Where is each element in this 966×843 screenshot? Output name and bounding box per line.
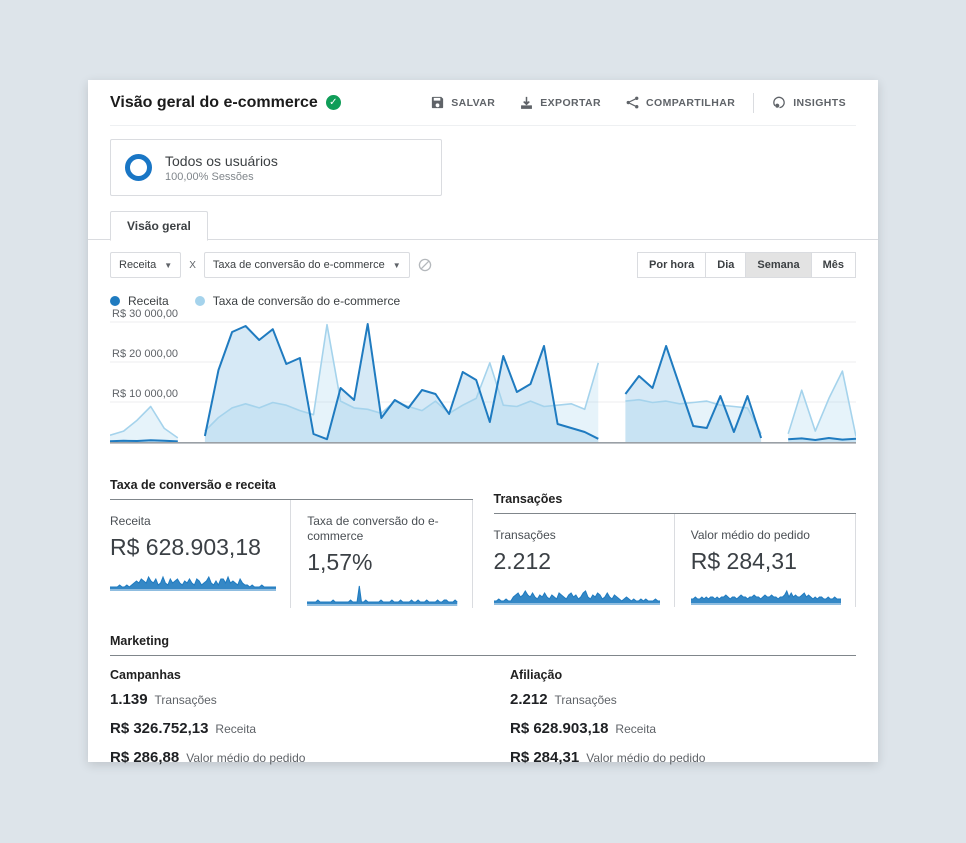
controls-row: Receita ▼ X Taxa de conversão do e-comme… <box>110 252 856 278</box>
save-button[interactable]: SALVAR <box>420 89 505 116</box>
legend-dot-conversao-icon <box>194 296 205 306</box>
scorecard-value: R$ 628.903,18 <box>110 534 261 560</box>
legend-item-conversao: Taxa de conversão do e-commerce <box>194 294 400 308</box>
insights-button[interactable]: INSIGHTS <box>762 89 856 116</box>
chevron-down-icon: ▼ <box>392 260 401 270</box>
scorecard-valor-medio: Valor médio do pedido R$ 284,31 <box>675 514 856 607</box>
stat-row: R$ 326.752,13 Receita <box>110 720 257 737</box>
chart-legend: Receita Taxa de conversão do e-commerce <box>110 294 856 308</box>
stat-row: 2.212 Transações <box>510 691 617 708</box>
export-button[interactable]: EXPORTAR <box>509 89 611 116</box>
sparkline-valor-medio <box>690 579 841 605</box>
granularity-dia[interactable]: Dia <box>705 252 747 278</box>
tab-bar: Visão geral <box>88 210 878 241</box>
report-card: Visão geral do e-commerce ✓ SALVAR EXPOR… <box>88 80 878 766</box>
segment-sessions: 100,00% Sessões <box>165 170 254 183</box>
insights-icon <box>773 96 785 109</box>
clear-metric-icon[interactable] <box>418 258 432 272</box>
stat-row: R$ 284,31 Valor médio do pedido <box>510 749 706 766</box>
sparkline-transacoes <box>493 579 660 605</box>
granularity-semana[interactable]: Semana <box>745 252 812 278</box>
section-title: Marketing <box>110 634 856 656</box>
export-icon <box>521 96 533 109</box>
scorecard-receita: Receita R$ 628.903,18 <box>110 500 292 608</box>
main-chart: R$ 30 000,00 R$ 20 000,00 R$ 10 000,00 <box>110 308 856 452</box>
section-marketing: Marketing Campanhas 1.139 Transações R$ … <box>110 634 856 778</box>
scorecard-taxa-conversao: Taxa de conversão do e-commerce 1,57% <box>291 500 473 608</box>
legend-dot-receita-icon <box>110 296 120 306</box>
page-title: Visão geral do e-commerce <box>110 93 318 111</box>
segment-ring-icon <box>125 154 152 181</box>
section-title: Taxa de conversão e receita <box>110 478 473 500</box>
scorecard-sections: Taxa de conversão e receita Receita R$ 6… <box>110 478 856 608</box>
share-icon <box>626 96 639 109</box>
section-transactions: Transações Transações 2.212 Valor médio … <box>493 478 856 608</box>
share-button[interactable]: COMPARTILHAR <box>615 89 745 116</box>
segment-card[interactable]: Todos os usuários 100,00% Sessões <box>110 139 442 196</box>
stat-row: 1.139 Transações <box>110 691 217 708</box>
section-title: Transações <box>493 492 856 514</box>
marketing-column-afiliacao: Afiliação 2.212 Transações R$ 628.903,18… <box>510 668 856 778</box>
segment-name: Todos os usuários <box>165 152 278 169</box>
tab-visao-geral[interactable]: Visão geral <box>110 211 208 241</box>
granularity-por-hora[interactable]: Por hora <box>637 252 707 278</box>
verified-check-icon: ✓ <box>325 95 341 110</box>
chevron-down-icon: ▼ <box>164 260 173 270</box>
sparkline-receita <box>110 565 277 591</box>
scorecard-value: 2.212 <box>493 548 552 574</box>
granularity-mes[interactable]: Mês <box>810 252 856 278</box>
scorecard-value: R$ 284,31 <box>690 548 797 574</box>
scorecard-transacoes: Transações 2.212 <box>493 514 675 607</box>
primary-metric-dropdown[interactable]: Receita ▼ <box>110 252 182 278</box>
save-icon <box>432 96 444 109</box>
report-header: Visão geral do e-commerce ✓ SALVAR EXPOR… <box>110 80 856 126</box>
vs-label: X <box>189 259 196 271</box>
stat-row: R$ 286,88 Valor médio do pedido <box>110 749 306 766</box>
actions-divider <box>753 92 755 113</box>
granularity-group: Por hora Dia Semana Mês <box>637 252 856 278</box>
legend-item-receita: Receita <box>110 294 169 308</box>
marketing-column-campanhas: Campanhas 1.139 Transações R$ 326.752,13… <box>110 668 510 778</box>
scorecard-value: 1,57% <box>307 549 373 575</box>
stat-row: R$ 628.903,18 Receita <box>510 720 657 737</box>
header-actions: SALVAR EXPORTAR COMPARTILHAR INSIGHTS <box>420 89 856 116</box>
main-chart-svg <box>110 321 856 444</box>
secondary-metric-dropdown[interactable]: Taxa de conversão do e-commerce ▼ <box>203 252 410 278</box>
sparkline-conversao <box>307 580 458 606</box>
section-conversion-revenue: Taxa de conversão e receita Receita R$ 6… <box>110 478 473 608</box>
